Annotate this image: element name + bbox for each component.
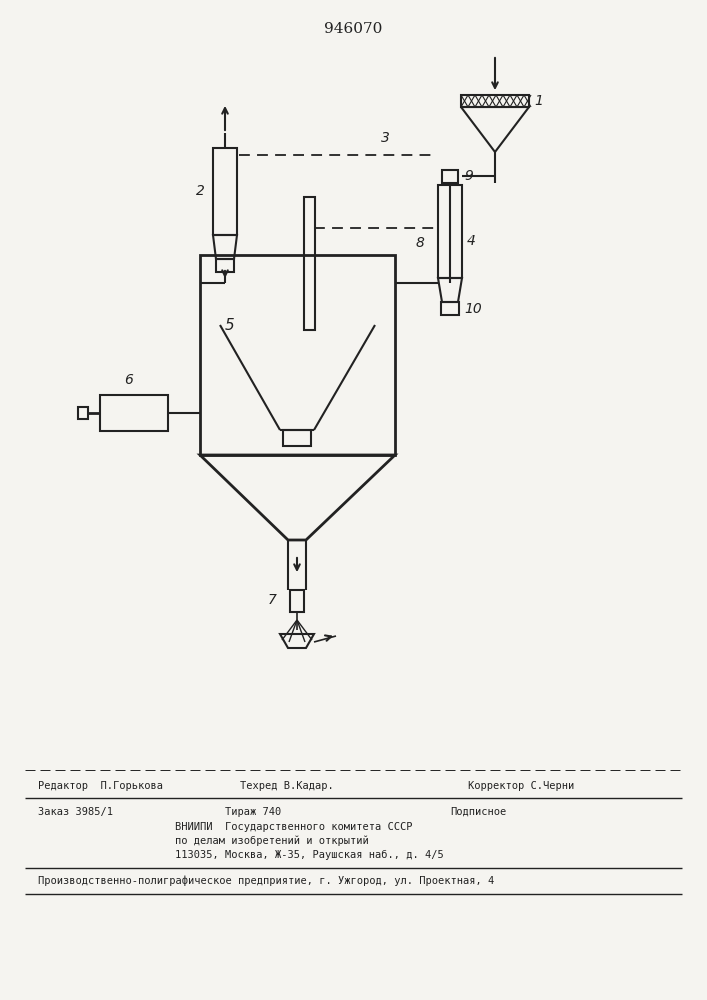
Bar (304, 197, 315, 330)
Text: 2: 2 (196, 184, 205, 198)
Text: Редактор  П.Горькова: Редактор П.Горькова (38, 781, 163, 791)
Text: ВНИИПИ  Государственного комитета СССР: ВНИИПИ Государственного комитета СССР (175, 822, 412, 832)
Bar (216, 259, 234, 272)
Bar (290, 590, 304, 612)
Bar (78, 407, 88, 419)
Text: 1: 1 (534, 94, 543, 108)
Text: 946070: 946070 (324, 22, 382, 36)
Text: 4: 4 (467, 234, 476, 248)
Text: Тираж 740: Тираж 740 (225, 807, 281, 817)
Text: 7: 7 (268, 593, 277, 607)
Text: 3: 3 (380, 131, 390, 145)
Bar (213, 148, 237, 235)
Bar (283, 430, 311, 446)
Text: по делам изобретений и открытий: по делам изобретений и открытий (175, 836, 369, 846)
Text: Заказ 3985/1: Заказ 3985/1 (38, 807, 113, 817)
Bar (438, 185, 462, 278)
Text: Техред В.Кадар.: Техред В.Кадар. (240, 781, 334, 791)
Text: 113035, Москва, Ж-35, Раушская наб., д. 4/5: 113035, Москва, Ж-35, Раушская наб., д. … (175, 850, 444, 860)
Bar (461, 95, 529, 107)
Bar (442, 170, 458, 183)
Bar (200, 255, 395, 455)
Text: 5: 5 (225, 318, 235, 332)
Text: 9: 9 (464, 169, 473, 183)
Text: Корректор С.Черни: Корректор С.Черни (468, 781, 574, 791)
Bar (441, 302, 459, 315)
Text: 6: 6 (124, 373, 134, 387)
Text: Производственно-полиграфическое предприятие, г. Ужгород, ул. Проектная, 4: Производственно-полиграфическое предприя… (38, 876, 494, 886)
Bar (100, 395, 168, 431)
Text: Подписное: Подписное (450, 807, 506, 817)
Text: 8: 8 (416, 236, 424, 250)
Text: 10: 10 (464, 302, 481, 316)
